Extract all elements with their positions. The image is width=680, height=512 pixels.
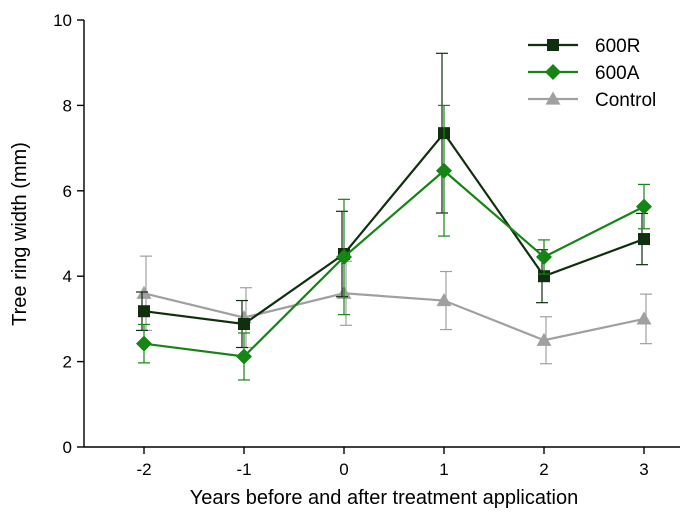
- data-point: [336, 248, 352, 265]
- series-600a: [136, 104, 652, 381]
- axes: 0 2 4 6 8 10 -2 -1 0 1 2 3: [53, 11, 680, 479]
- x-tick-label: 0: [339, 460, 348, 479]
- legend-marker: [545, 91, 561, 105]
- legend-item-control: Control: [528, 90, 656, 111]
- series-layer: [136, 52, 652, 381]
- series-600r: [136, 52, 650, 349]
- legend-label: 600R: [595, 36, 640, 57]
- data-point: [236, 348, 252, 365]
- data-point: [238, 318, 250, 331]
- x-axis-title: Years before and after treatment applica…: [190, 487, 578, 509]
- y-tick-label: 4: [63, 267, 72, 286]
- x-tick-label: -2: [136, 460, 151, 479]
- legend-marker: [547, 39, 559, 51]
- data-point: [436, 293, 452, 307]
- x-tick-label: 3: [639, 460, 648, 479]
- legend-item-600a: 600A: [528, 63, 640, 84]
- legend-label: 600A: [595, 63, 640, 84]
- series-line: [143, 131, 645, 326]
- y-tick-label: 10: [53, 11, 72, 30]
- data-point: [136, 335, 152, 352]
- data-point: [138, 305, 150, 318]
- legend-label: Control: [595, 90, 656, 111]
- y-tick-label: 0: [63, 438, 72, 457]
- data-point: [538, 270, 550, 283]
- series-line: [143, 169, 645, 358]
- legend-marker: [545, 64, 561, 80]
- y-tick-label: 2: [63, 353, 72, 372]
- x-tick-label: 2: [539, 460, 548, 479]
- y-tick-label: 8: [63, 96, 72, 115]
- legend: 600R 600A Control: [528, 36, 656, 111]
- data-point: [436, 162, 452, 179]
- y-tick-label: 6: [63, 182, 72, 201]
- data-point: [638, 233, 650, 246]
- data-point: [636, 198, 652, 215]
- y-axis-title: Tree ring width (mm): [9, 142, 31, 326]
- x-tick-label: -1: [236, 460, 251, 479]
- series-control: [136, 255, 652, 365]
- data-point: [636, 311, 652, 325]
- series-line: [143, 292, 645, 342]
- data-point: [536, 248, 552, 265]
- data-point: [536, 332, 552, 346]
- x-tick-label: 1: [439, 460, 448, 479]
- legend-item-600r: 600R: [528, 36, 640, 57]
